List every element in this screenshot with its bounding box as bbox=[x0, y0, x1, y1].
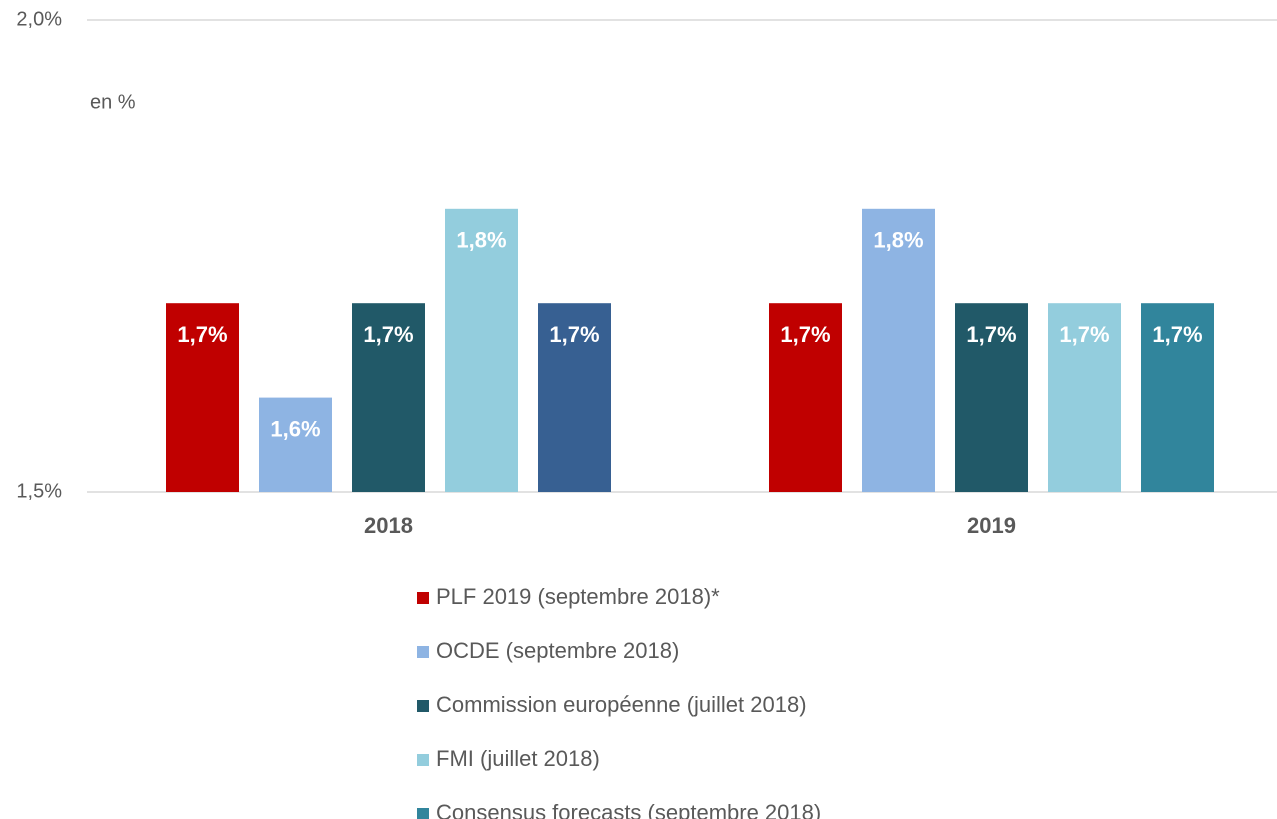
y-tick-label: 1,5% bbox=[16, 480, 62, 502]
value-label: 1,7% bbox=[549, 322, 599, 347]
value-label: 1,7% bbox=[177, 322, 227, 347]
bar bbox=[1141, 303, 1214, 492]
legend-swatch bbox=[417, 808, 429, 819]
legend-label: Consensus forecasts (septembre 2018) bbox=[436, 800, 821, 819]
x-tick-label: 2018 bbox=[364, 513, 413, 538]
bar bbox=[538, 303, 611, 492]
value-label: 1,7% bbox=[1152, 322, 1202, 347]
legend-swatch bbox=[417, 592, 429, 604]
value-label: 1,7% bbox=[363, 322, 413, 347]
bar bbox=[955, 303, 1028, 492]
legend-label: PLF 2019 (septembre 2018)* bbox=[436, 584, 720, 609]
bar bbox=[1048, 303, 1121, 492]
bar bbox=[259, 397, 332, 492]
value-label: 1,7% bbox=[966, 322, 1016, 347]
value-label: 1,8% bbox=[456, 228, 506, 253]
x-tick-label: 2019 bbox=[967, 513, 1016, 538]
y-tick-label: 2,0% bbox=[16, 8, 62, 30]
bar bbox=[166, 303, 239, 492]
legend-swatch bbox=[417, 646, 429, 658]
bar bbox=[445, 208, 518, 493]
value-label: 1,7% bbox=[780, 322, 830, 347]
legend-label: FMI (juillet 2018) bbox=[436, 746, 600, 771]
legend-label: Commission européenne (juillet 2018) bbox=[436, 692, 807, 717]
bar bbox=[352, 303, 425, 492]
value-label: 1,7% bbox=[1059, 322, 1109, 347]
annotation: en % bbox=[90, 91, 136, 113]
value-label: 1,6% bbox=[270, 416, 320, 441]
bar bbox=[862, 208, 935, 493]
legend-label: OCDE (septembre 2018) bbox=[436, 638, 679, 663]
legend-swatch bbox=[417, 700, 429, 712]
value-label: 1,8% bbox=[873, 228, 923, 253]
bar bbox=[769, 303, 842, 492]
legend-swatch bbox=[417, 754, 429, 766]
